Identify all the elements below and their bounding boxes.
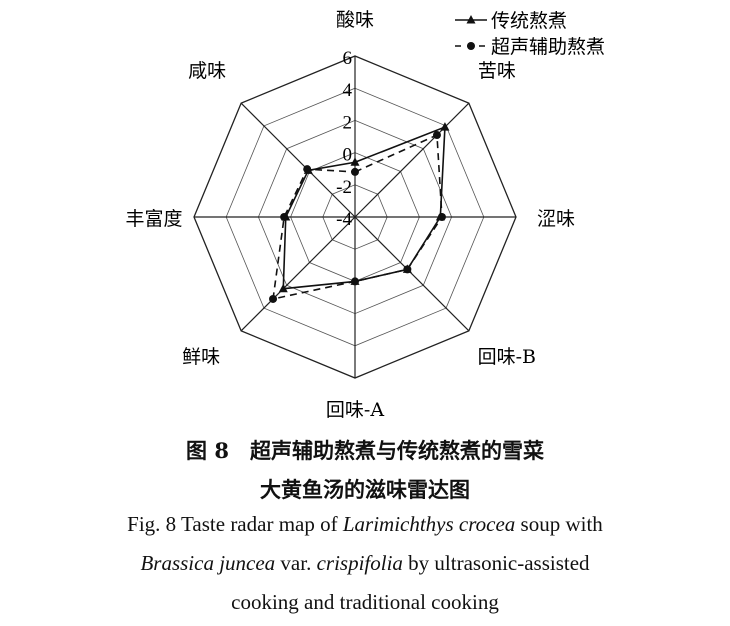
axis-spoke: [354, 102, 470, 218]
legend-marker: [466, 15, 476, 24]
series-point: [351, 167, 359, 176]
category-label: 苦味: [478, 60, 516, 82]
series-point: [432, 131, 441, 140]
series-point: [303, 165, 312, 174]
series-point: [280, 213, 289, 221]
caption-en-line3: cooking and traditional cooking: [231, 590, 499, 614]
series-point: [437, 213, 446, 221]
tick-label: 6: [343, 48, 353, 69]
category-label: 丰富度: [125, 208, 182, 230]
legend-label: 超声辅助熬煮: [491, 36, 605, 58]
category-label: 酸味: [336, 9, 374, 31]
series-point: [278, 283, 288, 293]
tick-label: 2: [343, 112, 353, 133]
caption-cn-line2: 大黄鱼汤的滋味雷达图: [260, 477, 470, 502]
category-label: 回味-A: [326, 399, 384, 421]
tick-label: 4: [343, 80, 353, 101]
category-label: 鲜味: [182, 346, 220, 368]
axis-spoke: [240, 102, 356, 218]
series-point: [351, 277, 359, 286]
series-point: [350, 157, 360, 166]
series-point: [269, 294, 278, 303]
caption-cn-line1: 图 8 超声辅助熬煮与传统熬煮的雪菜: [186, 438, 544, 463]
series-point: [440, 122, 450, 131]
tick-label: 0: [343, 145, 353, 166]
tick-label: -2: [336, 177, 352, 198]
legend-label: 传统熬煮: [491, 10, 567, 32]
legend-marker: [467, 42, 475, 50]
caption-en-line1: Fig. 8 Taste radar map of Larimichthys c…: [127, 512, 603, 536]
category-label: 回味-B: [478, 346, 536, 368]
series-point: [403, 265, 412, 274]
category-label: 涩味: [537, 208, 575, 230]
axis-spoke: [240, 216, 356, 332]
category-label: 咸味: [188, 60, 226, 82]
caption-en-line2: Brassica juncea var. crispifolia by ultr…: [140, 551, 590, 575]
tick-label: -4: [336, 209, 352, 230]
axis-spoke: [354, 216, 470, 332]
